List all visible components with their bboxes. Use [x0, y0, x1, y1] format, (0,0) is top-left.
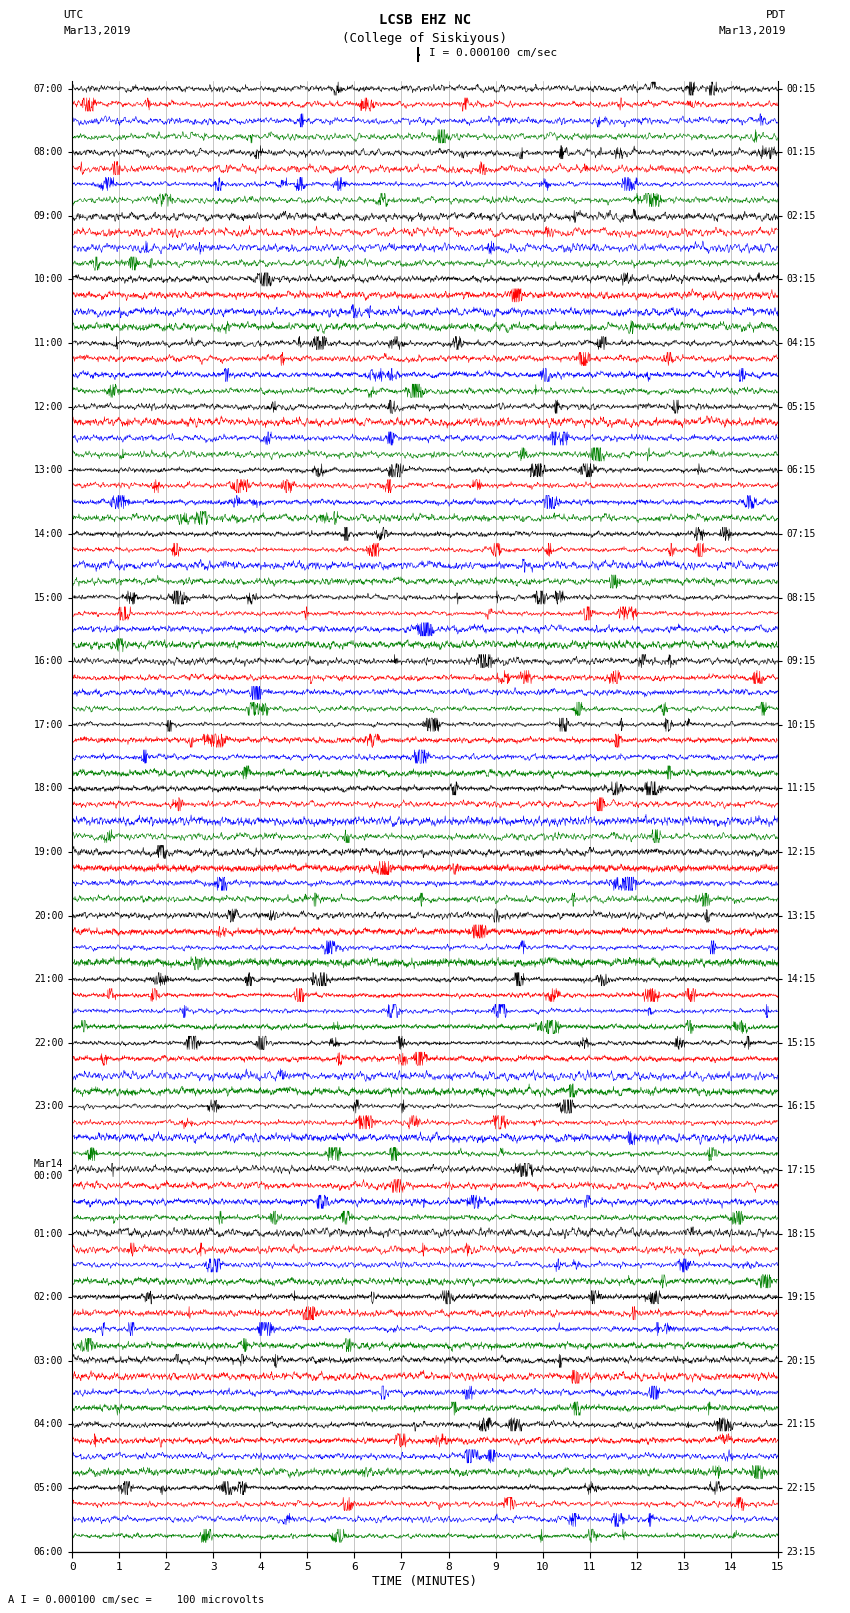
Text: Mar13,2019: Mar13,2019	[719, 26, 786, 35]
Text: UTC: UTC	[64, 10, 84, 19]
Text: Mar13,2019: Mar13,2019	[64, 26, 131, 35]
X-axis label: TIME (MINUTES): TIME (MINUTES)	[372, 1574, 478, 1587]
Text: A I = 0.000100 cm/sec =    100 microvolts: A I = 0.000100 cm/sec = 100 microvolts	[8, 1595, 264, 1605]
Text: (College of Siskiyous): (College of Siskiyous)	[343, 32, 507, 45]
Text: I = 0.000100 cm/sec: I = 0.000100 cm/sec	[429, 48, 558, 58]
Text: PDT: PDT	[766, 10, 786, 19]
Text: LCSB EHZ NC: LCSB EHZ NC	[379, 13, 471, 27]
